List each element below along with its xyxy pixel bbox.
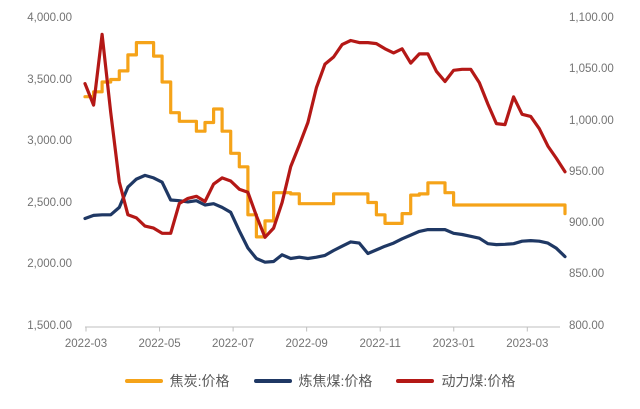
y-axis-left-tick-label: 3,500.00 — [27, 73, 72, 86]
series-line-thermal-coal — [83, 32, 567, 239]
series-line-coking-coal — [83, 173, 567, 264]
legend: 焦炭:价格 炼焦煤:价格 动力煤:价格 — [0, 371, 640, 391]
y-axis-right-tick-label: 1,000.00 — [569, 114, 614, 127]
series-line-coke — [83, 41, 567, 239]
legend-item-coke: 焦炭:价格 — [124, 371, 230, 391]
coke-line-swatch — [124, 379, 163, 383]
x-axis-tick-label: 2022-11 — [359, 338, 401, 350]
x-axis-tick-label: 2022-03 — [64, 338, 108, 350]
y-axis-right-tick-label: 800.00 — [569, 319, 605, 332]
x-axis-tick-label: 2023-01 — [432, 338, 475, 350]
legend-item-thermal-coal: 动力煤:价格 — [396, 371, 515, 391]
coking-coal-line-swatch — [253, 379, 292, 383]
y-axis-right-tick-label: 950.00 — [569, 165, 605, 178]
y-axis-right-tick-label: 1,050.00 — [569, 63, 614, 76]
x-axis-tick-label: 2022-09 — [285, 338, 328, 350]
legend-item-coking-coal: 炼焦煤:价格 — [253, 371, 373, 391]
x-axis-tick-label: 2022-05 — [138, 338, 181, 350]
x-axis-tick-label: 2023-03 — [506, 338, 549, 350]
y-axis-left-tick-label: 1,500.00 — [27, 319, 72, 332]
y-axis-right-tick-label: 1,100.00 — [569, 12, 614, 24]
y-axis-left-tick-label: 4,000.00 — [27, 12, 72, 24]
x-axis-tick-label: 2022-07 — [211, 338, 255, 350]
legend-label-coking-coal: 炼焦煤:价格 — [298, 373, 373, 389]
y-axis-left-tick-label: 3,000.00 — [27, 135, 72, 147]
y-axis-right-tick-label: 850.00 — [569, 268, 605, 281]
y-axis-right-tick-label: 900.00 — [569, 217, 605, 229]
legend-label-thermal-coal: 动力煤:价格 — [441, 373, 516, 389]
thermal-coal-line-swatch — [396, 379, 435, 383]
legend-label-coke: 焦炭:价格 — [169, 373, 230, 389]
y-axis-left-tick-label: 2,000.00 — [27, 258, 72, 270]
y-axis-left-tick-label: 2,500.00 — [27, 196, 72, 209]
